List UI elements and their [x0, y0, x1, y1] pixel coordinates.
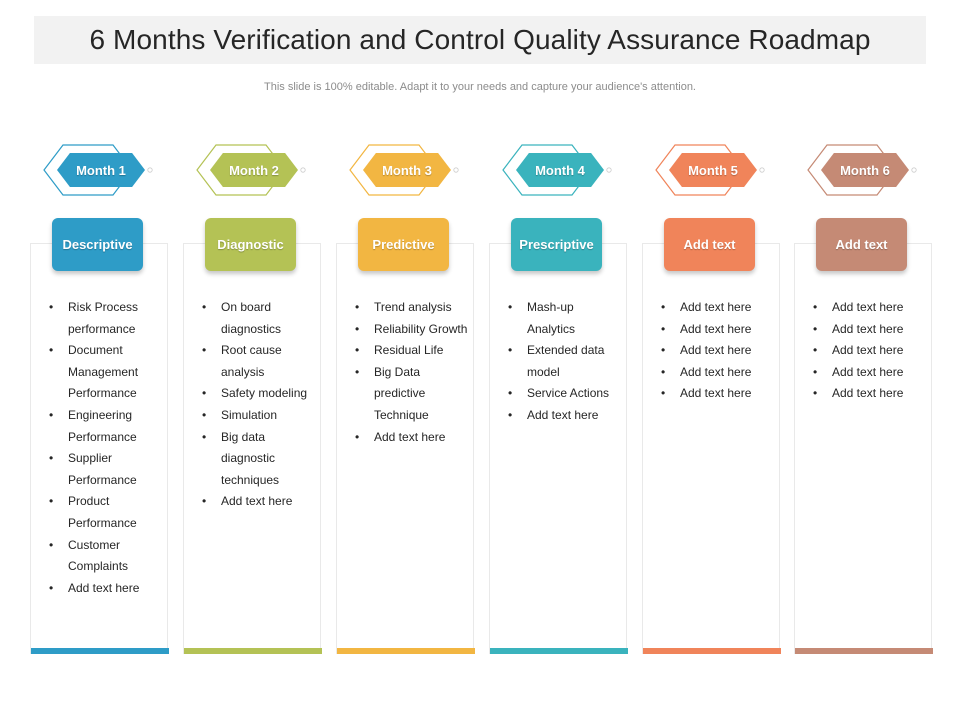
card-accent-bar [337, 648, 475, 654]
roadmap-column-month-4: Month 4 Prescriptive Mash-up AnalyticsExte… [489, 140, 628, 654]
category-heading: Prescriptive [511, 218, 602, 271]
month-badge: Month 3 [349, 144, 460, 196]
bullet-item: Simulation [201, 405, 317, 427]
category-heading: Add text [816, 218, 907, 271]
month-badge: Month 1 [43, 144, 154, 196]
category-heading: Diagnostic [205, 218, 296, 271]
bullet-item: Risk Process performance [48, 297, 164, 340]
title-bar: 6 Months Verification and Control Qualit… [34, 16, 926, 64]
bullet-item: Add text here [660, 319, 776, 341]
card-accent-bar [490, 648, 628, 654]
month-label: Month 6 [840, 162, 890, 178]
category-heading: Descriptive [52, 218, 143, 271]
bullet-list: Risk Process performanceDocument Managem… [48, 297, 164, 599]
bullet-item: Add text here [812, 340, 928, 362]
roadmap-column-month-3: Month 3 Predictive Trend analysisReliabili… [336, 140, 475, 654]
hexagon-shape [502, 144, 612, 196]
month-badge: Month 4 [502, 144, 613, 196]
month-label: Month 2 [229, 162, 279, 178]
month-label: Month 4 [535, 162, 585, 178]
hexagon-shape [807, 144, 917, 196]
bullet-item: Add text here [201, 491, 317, 513]
month-badge: Month 5 [655, 144, 766, 196]
bullet-item: Add text here [48, 578, 164, 600]
bullet-item: Service Actions [507, 383, 623, 405]
bullet-list: Trend analysisReliability GrowthResidual… [354, 297, 470, 448]
slide-subtitle: This slide is 100% editable. Adapt it to… [264, 81, 696, 93]
category-heading: Add text [664, 218, 755, 271]
bullet-item: Reliability Growth [354, 319, 470, 341]
bullet-item: Residual Life [354, 340, 470, 362]
card-accent-bar [795, 648, 933, 654]
bullet-item: Big Data predictive Technique [354, 362, 470, 427]
month-label: Month 3 [382, 162, 432, 178]
bullet-item: Add text here [660, 362, 776, 384]
bullet-item: Add text here [812, 383, 928, 405]
bullet-list: Add text hereAdd text hereAdd text hereA… [660, 297, 776, 405]
card-accent-bar [643, 648, 781, 654]
month-badge: Month 2 [196, 144, 307, 196]
bullet-item: Add text here [354, 427, 470, 449]
month-label: Month 1 [76, 162, 126, 178]
card-accent-bar [184, 648, 322, 654]
bullet-item: Add text here [660, 383, 776, 405]
roadmap-column-month-1: Month 1 Descriptive Risk Process performan… [30, 140, 169, 654]
hexagon-shape [655, 144, 765, 196]
bullet-item: Big data diagnostic techniques [201, 427, 317, 492]
hexagon-shape [43, 144, 153, 196]
card-accent-bar [31, 648, 169, 654]
bullet-item: On board diagnostics [201, 297, 317, 340]
bullet-list: On board diagnosticsRoot cause analysisS… [201, 297, 317, 513]
bullet-item: Add text here [660, 297, 776, 319]
slide-title: 6 Months Verification and Control Qualit… [89, 24, 871, 55]
roadmap-column-month-2: Month 2 Diagnostic On board diagnosticsRoo… [183, 140, 322, 654]
bullet-list: Mash-up AnalyticsExtended data modelServ… [507, 297, 623, 427]
bullet-item: Add text here [812, 319, 928, 341]
bullet-item: Customer Complaints [48, 535, 164, 578]
bullet-item: Extended data model [507, 340, 623, 383]
bullet-item: Safety modeling [201, 383, 317, 405]
hexagon-shape [196, 144, 306, 196]
hexagon-shape [349, 144, 459, 196]
bullet-item: Document Management Performance [48, 340, 164, 405]
category-heading: Predictive [358, 218, 449, 271]
bullet-item: Add text here [660, 340, 776, 362]
bullet-item: Add text here [507, 405, 623, 427]
bullet-item: Supplier Performance [48, 448, 164, 491]
month-badge: Month 6 [807, 144, 918, 196]
bullet-item: Mash-up Analytics [507, 297, 623, 340]
bullet-item: Product Performance [48, 491, 164, 534]
bullet-item: Add text here [812, 297, 928, 319]
bullet-item: Add text here [812, 362, 928, 384]
bullet-item: Trend analysis [354, 297, 470, 319]
bullet-list: Add text hereAdd text hereAdd text hereA… [812, 297, 928, 405]
month-label: Month 5 [688, 162, 738, 178]
bullet-item: Root cause analysis [201, 340, 317, 383]
bullet-item: Engineering Performance [48, 405, 164, 448]
